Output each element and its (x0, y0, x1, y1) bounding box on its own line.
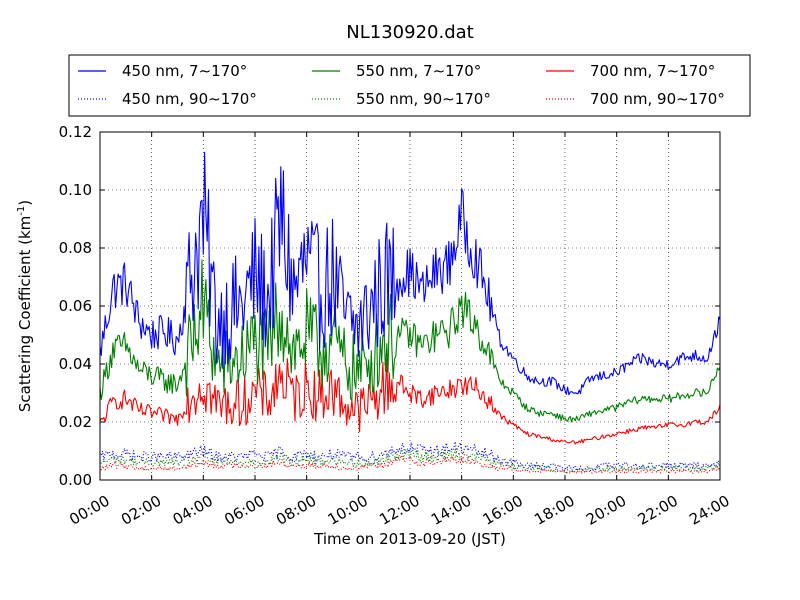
y-tick-label: 0.06 (59, 297, 92, 315)
series-line-1 (99, 259, 721, 423)
plot-grid (100, 132, 720, 480)
y-axis-title-main: Scattering Coefficient (km (16, 216, 34, 412)
legend-label: 450 nm, 90∼170° (122, 90, 257, 108)
y-tick-label: 0.12 (59, 123, 92, 141)
y-tick-label: 0.08 (59, 239, 92, 257)
legend-label: 550 nm, 90∼170° (356, 90, 491, 108)
y-tick-label: 0.02 (59, 413, 92, 431)
legend-box (68, 54, 751, 117)
y-axis-title-end: ) (16, 200, 34, 206)
y-tick-label: 0.00 (59, 471, 92, 489)
y-tick-label: 0.04 (59, 355, 92, 373)
y-axis-title: Scattering Coefficient (km-1) (16, 200, 34, 412)
legend-label: 450 nm, 7∼170° (122, 62, 247, 80)
legend-label: 700 nm, 7∼170° (590, 62, 715, 80)
legend-label: 550 nm, 7∼170° (356, 62, 481, 80)
y-axis: 0.00 0.02 0.04 0.06 0.08 0.10 0.12 (59, 123, 720, 489)
series-line-0 (99, 151, 721, 396)
legend-items: 450 nm, 7∼170° 450 nm, 90∼170° 550 nm, 7∼1… (78, 62, 725, 108)
y-tick-label: 0.10 (59, 181, 92, 199)
series-line-2 (99, 357, 721, 445)
legend-label: 700 nm, 90∼170° (590, 90, 725, 108)
x-axis-title: Time on 2013-09-20 (JST) (313, 530, 506, 548)
plot-series (99, 151, 721, 474)
series-line-3 (99, 441, 721, 472)
chart-title: NL130920.dat (346, 22, 473, 43)
y-axis-title-unit-exponent: -1 (16, 206, 27, 216)
legend: 450 nm, 7∼170° 450 nm, 90∼170° 550 nm, 7∼1… (68, 54, 751, 117)
